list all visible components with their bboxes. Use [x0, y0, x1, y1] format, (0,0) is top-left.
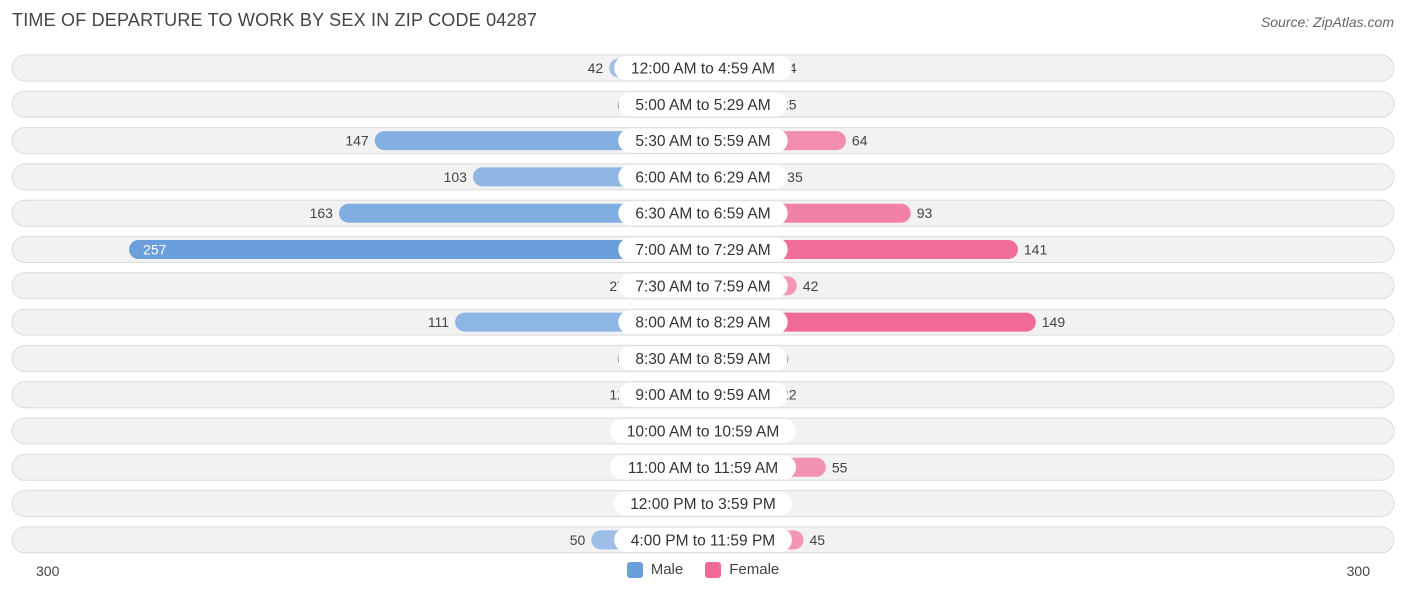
male-value-label: 103	[444, 169, 468, 185]
legend-item-female[interactable]: Female	[705, 561, 779, 578]
female-value-label: 55	[832, 459, 848, 475]
source-note: Source: ZipAtlas.com	[1260, 14, 1394, 30]
female-value-label: 64	[852, 133, 868, 149]
legend-item-male[interactable]: Male	[626, 561, 684, 578]
category-label: 12:00 AM to 4:59 AM	[631, 61, 775, 78]
category-label: 4:00 PM to 11:59 PM	[631, 532, 775, 549]
category-label: 5:00 AM to 5:29 AM	[635, 97, 770, 114]
category-label: 12:00 PM to 3:59 PM	[630, 496, 776, 513]
category-label-bg	[618, 164, 788, 189]
category-label-bg	[614, 491, 792, 516]
female-value-label: 42	[803, 278, 819, 294]
legend-male-swatch	[626, 561, 643, 578]
category-label: 5:30 AM to 5:59 AM	[635, 133, 770, 150]
female-value-label: 141	[1024, 242, 1048, 258]
male-value-label: 50	[570, 532, 586, 548]
category-label-bg	[618, 92, 788, 117]
male-bar	[129, 240, 704, 259]
legend-male-label: Male	[650, 561, 684, 578]
male-bar	[338, 203, 703, 223]
male-value-label: 257	[143, 242, 167, 258]
axis-right-label: 300	[1346, 563, 1370, 579]
axis-left-label: 300	[36, 563, 60, 579]
female-value-label: 35	[787, 169, 803, 185]
category-label: 7:30 AM to 7:59 AM	[635, 278, 770, 295]
legend-female-label: Female	[729, 561, 780, 578]
category-label-bg	[618, 201, 788, 226]
category-label: 8:00 AM to 8:29 AM	[635, 315, 770, 332]
female-value-label: 93	[917, 205, 933, 221]
category-label-bg	[618, 346, 788, 371]
male-value-label: 163	[310, 205, 334, 221]
category-label-bg	[618, 382, 788, 407]
category-label: 6:00 AM to 6:29 AM	[635, 169, 770, 186]
category-label-bg	[618, 310, 788, 335]
category-label: 11:00 AM to 11:59 AM	[628, 460, 778, 477]
male-value-label: 111	[428, 314, 449, 330]
chart-title: TIME OF DEPARTURE TO WORK BY SEX IN ZIP …	[12, 10, 538, 30]
category-label: 7:00 AM to 7:29 AM	[635, 242, 770, 259]
category-label-bg	[614, 527, 792, 552]
legend: Male Female	[0, 561, 1406, 578]
category-label-bg	[618, 128, 788, 153]
category-label-bg	[618, 237, 788, 262]
legend-female-swatch	[705, 561, 722, 578]
female-value-label: 45	[810, 532, 826, 548]
male-value-label: 147	[345, 133, 369, 149]
category-label-bg	[614, 56, 792, 80]
category-label-bg	[610, 455, 796, 480]
category-label-bg	[618, 273, 788, 298]
male-value-label: 42	[588, 60, 604, 76]
category-label: 8:30 AM to 8:59 AM	[635, 351, 770, 368]
category-label: 10:00 AM to 10:59 AM	[627, 424, 780, 441]
category-label-bg	[610, 419, 796, 443]
category-label: 6:30 AM to 6:59 AM	[635, 206, 770, 223]
category-label: 9:00 AM to 9:59 AM	[635, 387, 770, 404]
female-value-label: 149	[1042, 314, 1066, 330]
